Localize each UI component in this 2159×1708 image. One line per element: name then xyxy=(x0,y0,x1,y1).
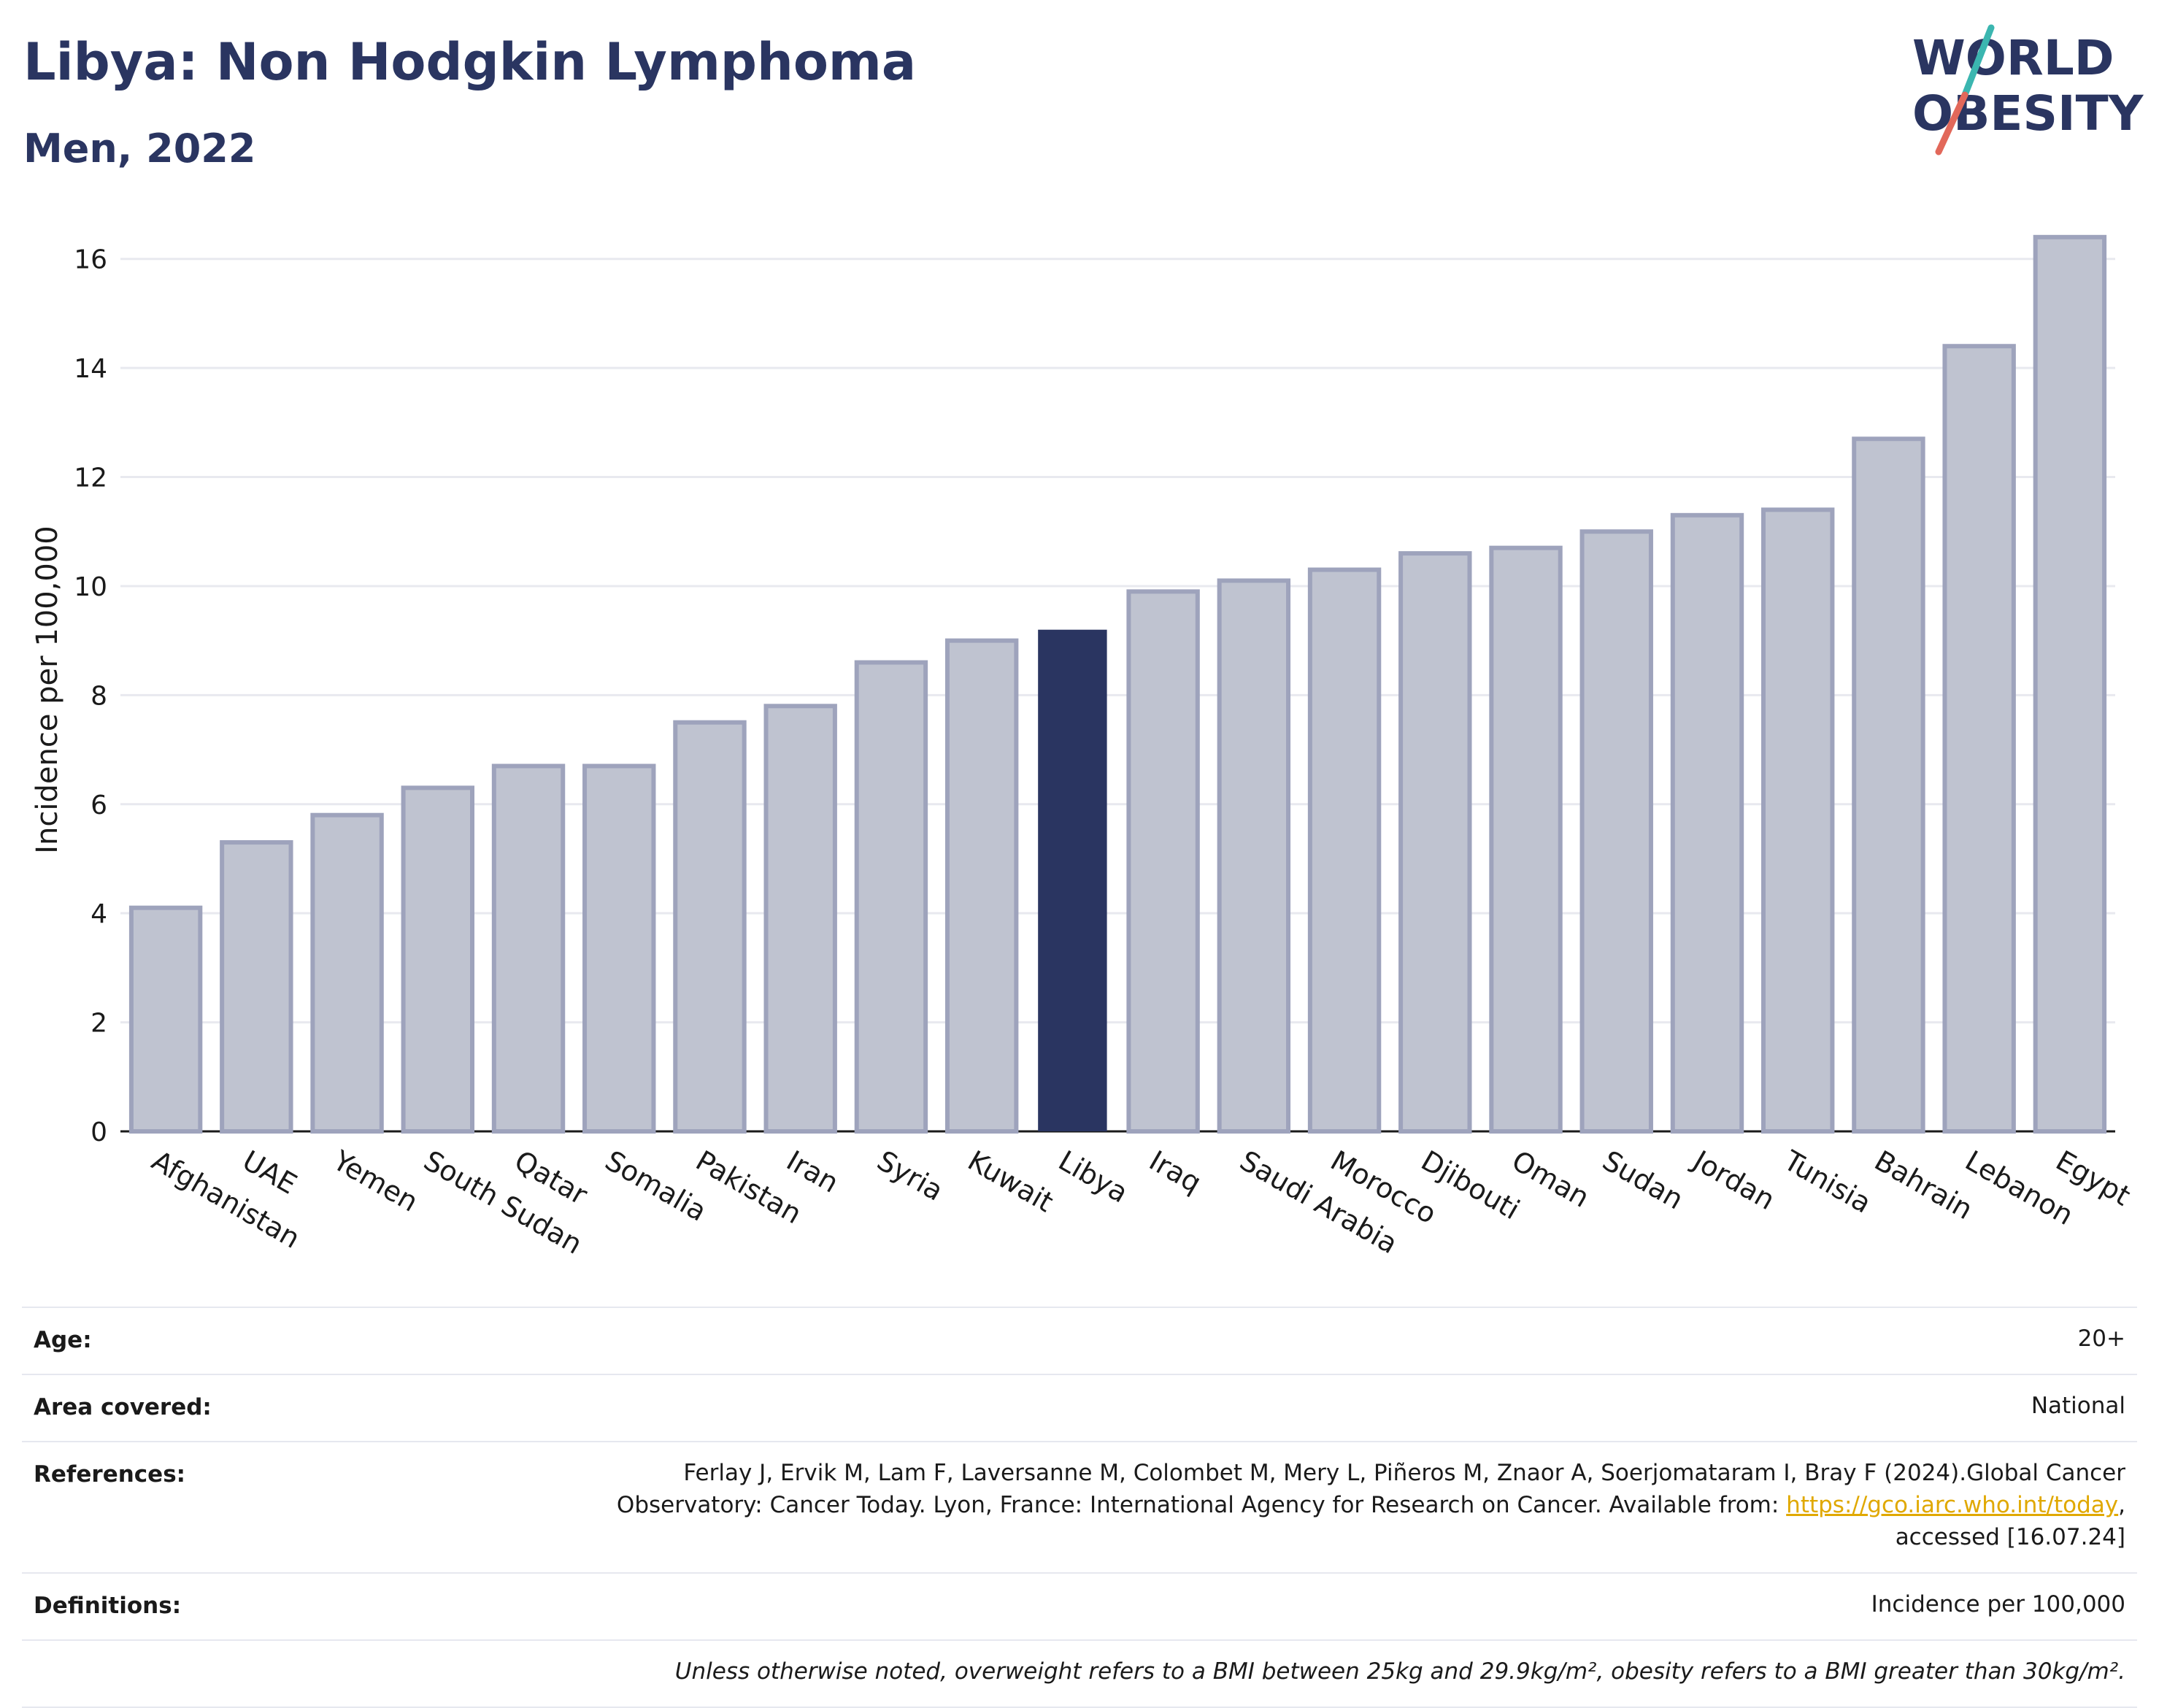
x-tick-label: Libya xyxy=(1053,1145,1134,1209)
metadata-table: Age: 20+ Area covered: National Referenc… xyxy=(22,1307,2137,1708)
x-tick-label: Syria xyxy=(871,1145,948,1207)
bar-south-sudan xyxy=(401,785,475,1134)
y-tick-label: 8 xyxy=(91,681,107,711)
page-subtitle: Men, 2022 xyxy=(23,126,256,172)
meta-row-references: References: Ferlay J, Ervik M, Lam F, La… xyxy=(22,1441,2137,1572)
bar-iran xyxy=(763,704,837,1134)
x-tick-label: Iran xyxy=(781,1145,844,1199)
y-tick-label: 16 xyxy=(74,245,107,275)
bar-afghanistan xyxy=(128,905,203,1134)
meta-row-definitions: Definitions: Incidence per 100,000 xyxy=(22,1572,2137,1639)
meta-row-area: Area covered: National xyxy=(22,1374,2137,1441)
y-tick-label: 0 xyxy=(91,1117,107,1147)
bar-morocco xyxy=(1307,567,1382,1134)
bar-djibouti xyxy=(1398,551,1472,1134)
bar-syria xyxy=(854,660,928,1134)
page-title: Libya: Non Hodgkin Lymphoma xyxy=(23,32,917,92)
definitions-label: Definitions: xyxy=(34,1593,182,1619)
references-line-3: accessed [16.07.24] xyxy=(1895,1524,2125,1550)
age-value: 20+ xyxy=(2077,1326,2125,1352)
references-link[interactable]: https://gco.iarc.who.int/today xyxy=(1786,1492,2119,1518)
x-tick-label: Kuwait xyxy=(963,1145,1059,1219)
logo-slash-bottom xyxy=(1935,91,1969,155)
references-line-1: Ferlay J, Ervik M, Lam F, Laversanne M, … xyxy=(683,1460,2125,1486)
bar-kuwait xyxy=(944,638,1019,1134)
bar-lebanon xyxy=(1942,344,2016,1134)
references-line-2-suffix: , xyxy=(2118,1492,2125,1518)
area-value: National xyxy=(2031,1393,2125,1419)
definitions-value: Incidence per 100,000 xyxy=(1871,1591,2125,1617)
bar-uae xyxy=(220,840,293,1134)
references-value: Ferlay J, Ervik M, Lam F, Laversanne M, … xyxy=(617,1457,2125,1553)
meta-row-age: Age: 20+ xyxy=(22,1307,2137,1374)
x-tick-label: Yemen xyxy=(327,1144,423,1218)
bars xyxy=(128,234,2107,1134)
x-tick-label: UAE xyxy=(237,1145,302,1201)
bmi-note: Unless otherwise noted, overweight refer… xyxy=(674,1658,2125,1685)
area-label: Area covered: xyxy=(34,1394,212,1420)
bar-iraq xyxy=(1126,589,1200,1134)
bar-bahrain xyxy=(1852,436,1925,1134)
y-tick-label: 2 xyxy=(91,1009,107,1039)
bar-libya xyxy=(1038,629,1107,1131)
bar-saudi-arabia xyxy=(1217,578,1291,1134)
y-tick-label: 4 xyxy=(91,899,107,929)
x-tick-label: Bahrain xyxy=(1869,1145,1978,1226)
x-tick-label: Jordan xyxy=(1687,1144,1780,1217)
bar-yemen xyxy=(310,812,384,1134)
x-tick-label: Iraq xyxy=(1144,1145,1206,1199)
logo-line-1: WORLD xyxy=(1912,30,2114,86)
references-label: References: xyxy=(34,1461,186,1488)
meta-row-note: Unless otherwise noted, overweight refer… xyxy=(22,1639,2137,1708)
bar-egypt xyxy=(2033,234,2107,1134)
bar-jordan xyxy=(1670,512,1744,1134)
bar-pakistan xyxy=(673,720,747,1134)
bar-oman xyxy=(1489,545,1563,1134)
age-label: Age: xyxy=(34,1327,92,1353)
x-tick-label: Somalia xyxy=(600,1145,712,1228)
x-tick-label: Sudan xyxy=(1597,1145,1689,1216)
references-line-2-prefix: Observatory: Cancer Today. Lyon, France:… xyxy=(616,1492,1787,1518)
bar-sudan xyxy=(1579,529,1653,1134)
logo-slash-top xyxy=(1961,24,1995,99)
y-axis-title: Incidence per 100,000 xyxy=(31,526,64,854)
y-tick-label: 6 xyxy=(91,790,107,820)
y-tick-label: 14 xyxy=(74,354,107,384)
bar-tunisia xyxy=(1760,507,1835,1134)
y-tick-label: 12 xyxy=(74,463,107,493)
x-tick-label: Tunisia xyxy=(1778,1144,1877,1220)
y-tick-label: 10 xyxy=(74,572,107,602)
world-obesity-logo: WORLD OBESITY xyxy=(1912,24,2144,155)
y-tick-labels: 0 2 4 6 8 10 12 14 16 xyxy=(74,245,107,1147)
bar-somalia xyxy=(582,763,656,1134)
bar-qatar xyxy=(491,763,566,1134)
